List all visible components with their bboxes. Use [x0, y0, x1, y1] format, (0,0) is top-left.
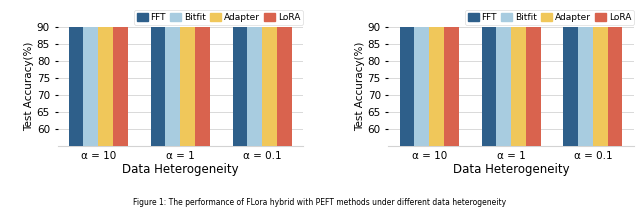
Bar	[399, 0, 414, 146]
Bar	[232, 0, 247, 146]
Bar	[113, 0, 128, 146]
Y-axis label: Test Accuracy(%): Test Accuracy(%)	[24, 42, 34, 131]
Bar	[444, 0, 459, 146]
Bar	[578, 0, 593, 146]
Bar	[150, 0, 165, 146]
Legend: FFT, Bitfit, Adapter, LoRA: FFT, Bitfit, Adapter, LoRA	[465, 10, 634, 25]
Bar	[608, 0, 623, 146]
Bar	[563, 0, 578, 146]
Legend: FFT, Bitfit, Adapter, LoRA: FFT, Bitfit, Adapter, LoRA	[134, 10, 303, 25]
X-axis label: Data Heterogeneity: Data Heterogeneity	[452, 163, 570, 176]
Bar	[526, 0, 541, 146]
Bar	[247, 0, 262, 146]
Y-axis label: Test Accuracy(%): Test Accuracy(%)	[355, 42, 365, 131]
Bar	[277, 0, 292, 146]
Bar	[496, 0, 511, 146]
Bar	[414, 0, 429, 146]
Bar	[481, 0, 496, 146]
Bar	[429, 0, 444, 146]
Bar	[180, 0, 195, 146]
Text: Figure 1: The performance of FLora hybrid with PEFT methods under different data: Figure 1: The performance of FLora hybri…	[133, 198, 507, 207]
Bar	[68, 0, 83, 146]
Bar	[165, 0, 180, 146]
Bar	[262, 0, 277, 146]
X-axis label: Data Heterogeneity: Data Heterogeneity	[122, 163, 239, 176]
Bar	[195, 0, 210, 146]
Bar	[511, 0, 526, 146]
Bar	[98, 0, 113, 146]
Bar	[83, 0, 98, 146]
Bar	[593, 0, 608, 146]
